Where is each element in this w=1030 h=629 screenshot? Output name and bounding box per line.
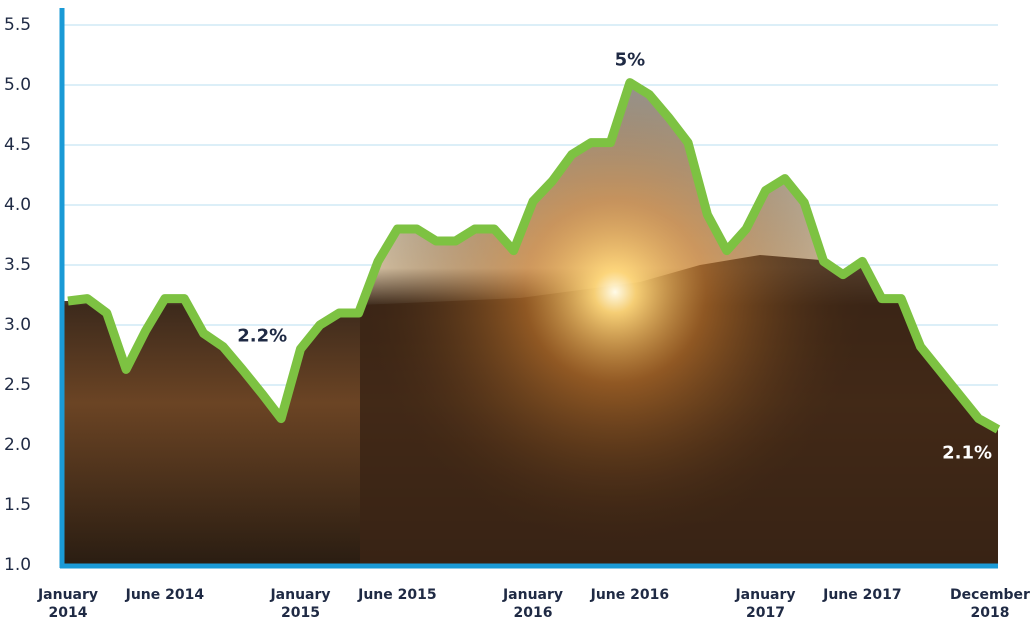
photo-sun	[62, 82, 998, 565]
x-tick-label: January 2016	[502, 587, 564, 621]
x-tick-label: January 2014	[37, 587, 99, 621]
line	[67, 78, 1001, 434]
y-tick-label: 2.5	[4, 375, 31, 395]
y-tick-label: 2.0	[4, 435, 31, 455]
y-tick-label: 5.0	[4, 75, 31, 95]
y-tick-label: 4.0	[4, 195, 31, 215]
y-tick-label: 1.5	[4, 495, 31, 515]
x-tick-label: December 2018	[950, 587, 1030, 621]
y-tick-label: 4.5	[4, 135, 31, 155]
value-label: 5%	[615, 50, 646, 71]
value-label: 2.1%	[942, 442, 992, 463]
y-tick-label: 3.0	[4, 315, 31, 335]
x-tick-label: June 2014	[125, 587, 205, 603]
y-tick-label: 5.5	[4, 15, 31, 35]
x-tick-label: June 2017	[823, 587, 902, 603]
x-tick-label: January 2015	[270, 587, 331, 621]
x-tick-label: June 2015	[358, 587, 437, 603]
photo-area	[62, 82, 998, 565]
y-tick-label: 1.0	[4, 555, 31, 575]
value-label: 2.2%	[237, 326, 287, 347]
x-tick-label: June 2016	[590, 587, 670, 603]
x-tick-label: January 2017	[735, 587, 796, 621]
y-tick-label: 3.5	[4, 255, 31, 275]
